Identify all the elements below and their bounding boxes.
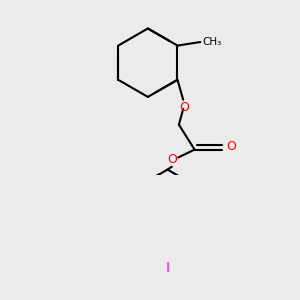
Text: O: O	[167, 153, 177, 166]
Text: CH₃: CH₃	[202, 37, 222, 47]
Text: O: O	[179, 101, 189, 114]
Text: I: I	[166, 261, 170, 275]
Text: O: O	[227, 140, 236, 153]
